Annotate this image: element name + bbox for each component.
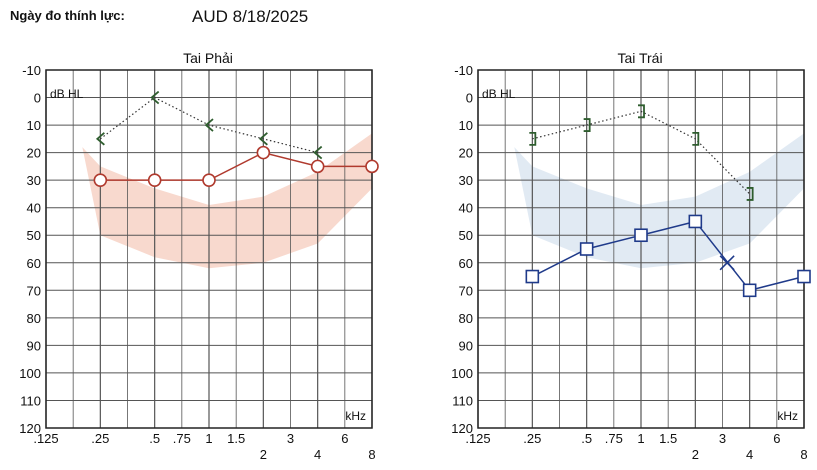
test-date-value: AUD 8/18/2025 [192,7,309,26]
chart-title: Tai Phải [183,50,233,66]
data-point-bone [95,132,105,146]
x-tick-label: 3 [719,431,726,446]
y-tick-label: 50 [459,228,473,243]
plot-frame [45,69,373,429]
y-tick-label: 10 [459,118,473,133]
y-tick-label: 10 [27,118,41,133]
data-point-bone [692,131,700,146]
y-tick-label: 80 [27,311,41,326]
y-tick-label: 80 [459,311,473,326]
data-point-bone [313,145,323,160]
x-tick-label: 4 [746,447,753,462]
data-point-bone [204,118,214,132]
data-point-bone [258,132,268,146]
series-line [99,96,318,154]
x-tick-label: .5 [581,431,592,446]
data-point-cross [719,255,735,271]
y-tick-label: 110 [452,393,473,408]
data-point-bone [583,118,591,132]
x-tick-label: 1 [205,431,212,446]
x-tick-label: .25 [91,431,109,446]
plot-frame [477,69,805,429]
x-tick-label: 1.5 [659,431,677,446]
series-line [532,110,751,195]
x-tick-label: .25 [523,431,541,446]
audiogram-right-ear: Tai Phải -10 0 10 20 30 40 50 60 70 80 90 100 110 120.… [19,50,379,462]
x-tick-label: .125 [465,431,490,446]
y-tick-label: 100 [19,366,41,381]
data-point-circle [202,173,216,187]
x-tick-label: .125 [33,431,58,446]
y-tick-label: 100 [451,366,473,381]
y-tick-label: 60 [27,256,41,271]
y-tick-label: 90 [459,338,473,353]
data-point-square [634,228,648,243]
x-tick-label: 1.5 [227,431,245,446]
series-line [100,151,372,181]
series-line [531,220,805,292]
data-point-circle [256,145,271,160]
test-date-label: Ngày đo thính lực: [10,8,125,23]
x-tick-label: .5 [149,431,160,446]
x-tick-label: .75 [173,431,191,446]
y-tick-label: 70 [27,283,41,298]
y-tick-label: 70 [459,283,473,298]
data-point-square [797,269,811,284]
y-unit-label: dB HL [50,87,84,101]
chart-title: Tai Trái [617,50,662,66]
x-tick-label: .75 [605,431,623,446]
y-unit-label: dB HL [482,87,516,101]
y-tick-label: 20 [459,146,473,161]
x-tick-label: 1 [637,431,644,446]
data-point-square [579,242,594,256]
y-tick-label: -10 [454,63,473,78]
data-point-square [525,269,540,284]
x-unit-label: kHz [345,409,366,423]
y-tick-label: 120 [19,421,41,436]
data-point-circle [147,173,162,187]
data-point-square [742,283,757,298]
y-tick-label: 0 [466,91,473,106]
x-tick-label: 3 [287,431,294,446]
y-tick-label: 90 [27,338,41,353]
data-point-circle [310,159,325,174]
x-tick-label: 2 [260,447,267,462]
y-tick-label: 30 [459,173,473,188]
x-tick-label: 4 [314,447,321,462]
x-tick-label: 2 [692,447,699,462]
y-tick-label: 50 [27,228,41,243]
audiogram-left-ear: Tai Trái -10 0 10 20 30 40 50 60 70 80 90 100 110 120.… [451,50,811,462]
data-point-circle [93,173,108,187]
y-tick-label: -10 [22,63,41,78]
data-point-bone [638,104,645,119]
x-tick-label: 8 [800,447,807,462]
data-point-circle [365,159,379,174]
data-point-bone [746,187,754,201]
y-tick-label: 20 [27,146,41,161]
y-tick-label: 40 [459,201,473,216]
y-tick-label: 120 [451,421,473,436]
x-tick-label: 8 [368,447,375,462]
y-tick-label: 40 [27,201,41,216]
y-tick-label: 30 [27,173,41,188]
x-unit-label: kHz [777,409,798,423]
y-tick-label: 60 [459,256,473,271]
y-tick-label: 0 [34,91,41,106]
data-point-square [688,214,703,229]
x-tick-label: 6 [773,431,780,446]
data-point-bone [529,131,537,146]
y-tick-label: 110 [20,393,41,408]
x-tick-label: 6 [341,431,348,446]
data-point-bone [150,90,160,105]
